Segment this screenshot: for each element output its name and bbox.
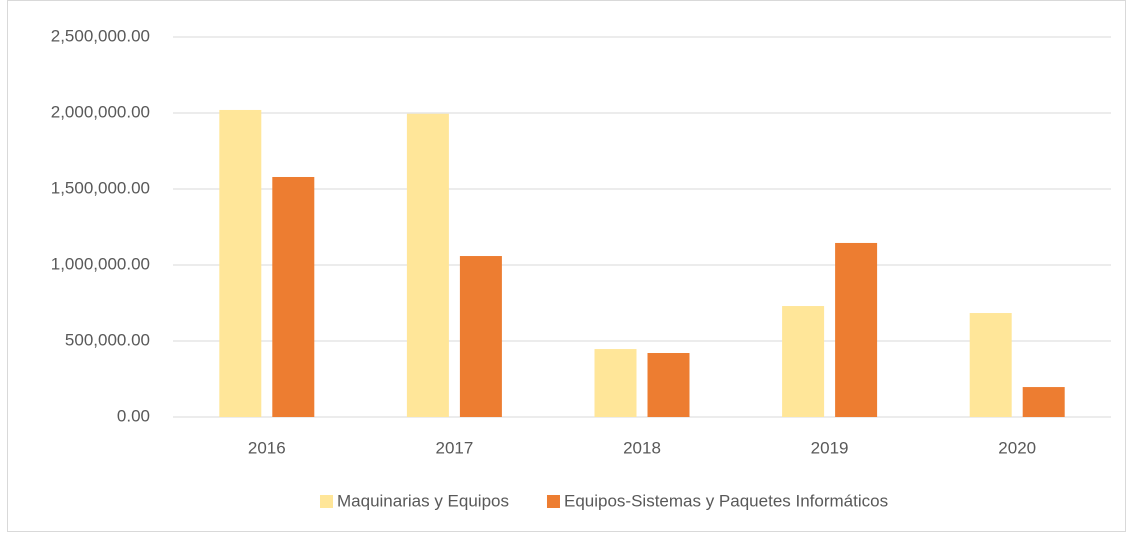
legend-swatch — [546, 495, 560, 508]
y-tick-label: 1,000,000.00 — [51, 254, 150, 273]
y-tick-label: 0.00 — [117, 406, 150, 425]
legend-label: Equipos-Sistemas y Paquetes Informáticos — [564, 491, 888, 510]
bar — [406, 113, 449, 417]
bar — [594, 349, 637, 417]
y-tick-label: 500,000.00 — [65, 330, 150, 349]
y-tick-label: 2,500,000.00 — [51, 26, 150, 45]
bar — [782, 306, 825, 417]
x-tick-label: 2019 — [811, 438, 849, 457]
x-tick-label: 2017 — [435, 438, 473, 457]
legend-label: Maquinarias y Equipos — [337, 491, 509, 510]
x-tick-label: 2020 — [998, 438, 1036, 457]
bar — [459, 256, 502, 417]
x-tick-label: 2018 — [623, 438, 661, 457]
bar — [969, 313, 1012, 417]
x-tick-label: 2016 — [248, 438, 286, 457]
bar — [647, 353, 690, 417]
y-tick-label: 2,000,000.00 — [51, 102, 150, 121]
bar — [835, 242, 878, 417]
bar — [1022, 387, 1065, 417]
y-tick-label: 1,500,000.00 — [51, 178, 150, 197]
chart-border — [7, 0, 1126, 532]
bar — [219, 109, 262, 418]
bar — [272, 176, 315, 417]
legend-swatch — [320, 495, 333, 508]
